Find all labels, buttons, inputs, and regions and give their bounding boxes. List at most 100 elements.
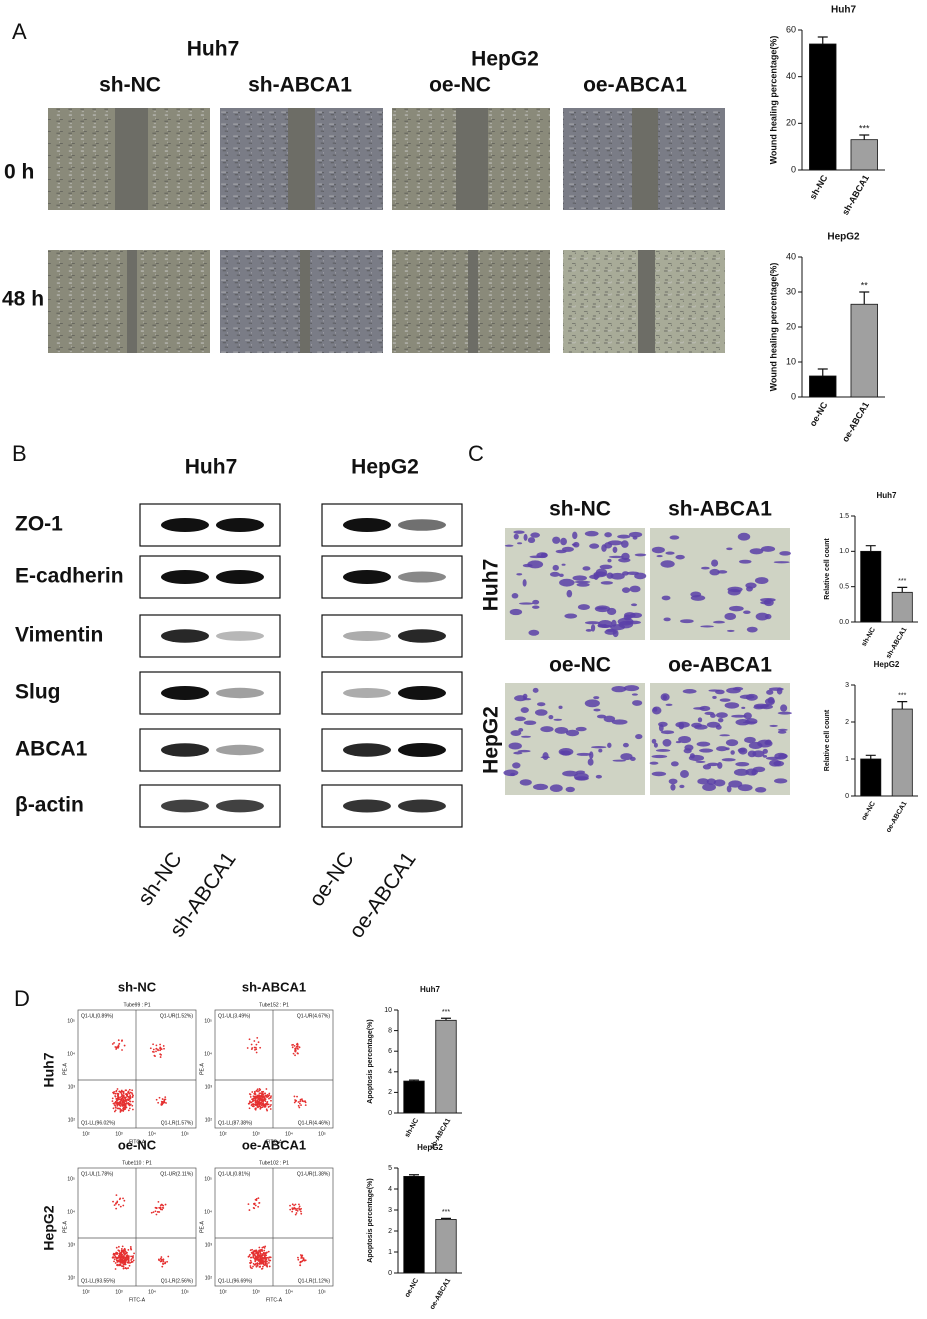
- event: [261, 1246, 264, 1249]
- bar: [435, 1019, 457, 1114]
- event: [121, 1245, 124, 1248]
- cell: [707, 762, 719, 767]
- event: [125, 1252, 128, 1254]
- band: [398, 743, 446, 757]
- event: [253, 1263, 256, 1266]
- event: [157, 1049, 159, 1052]
- cell: [765, 698, 775, 706]
- event: [129, 1091, 132, 1094]
- y-tick-label: 10⁴: [67, 1209, 75, 1215]
- event: [123, 1199, 126, 1202]
- event: [127, 1091, 129, 1094]
- event: [246, 1047, 249, 1049]
- cell: [769, 759, 782, 767]
- event: [119, 1259, 122, 1262]
- band: [161, 518, 209, 532]
- event: [270, 1095, 272, 1098]
- event: [252, 1265, 254, 1268]
- lane-label: oe-NC: [305, 848, 359, 911]
- event: [255, 1262, 257, 1265]
- event: [159, 1260, 162, 1263]
- cell: [717, 717, 724, 723]
- event: [119, 1263, 122, 1266]
- cell: [732, 589, 742, 593]
- x-tick-label: oe-NC: [404, 1277, 420, 1298]
- wound-gap: [638, 250, 655, 353]
- cell: [598, 748, 603, 753]
- event: [129, 1100, 131, 1103]
- event: [267, 1250, 270, 1253]
- event: [260, 1094, 263, 1097]
- cell: [530, 532, 540, 538]
- protein-label: Vimentin: [15, 624, 103, 647]
- x-tick-label: 10⁵: [181, 1289, 189, 1295]
- x-tick-label: oe-NC: [808, 400, 830, 428]
- event: [120, 1099, 123, 1102]
- cell: [536, 552, 548, 559]
- event: [265, 1094, 268, 1097]
- event: [256, 1100, 259, 1103]
- event: [249, 1259, 252, 1262]
- event: [268, 1097, 270, 1100]
- column-label: sh-NC: [549, 498, 611, 521]
- y-tick-label: 2: [388, 1228, 392, 1235]
- cell: [717, 570, 728, 574]
- event: [153, 1054, 156, 1057]
- y-tick-label: 0: [791, 164, 796, 174]
- event: [155, 1098, 158, 1101]
- event: [120, 1092, 123, 1095]
- y-axis-label: PE-A: [62, 1221, 68, 1233]
- cell: [778, 753, 788, 759]
- event: [292, 1052, 295, 1055]
- event: [263, 1249, 266, 1252]
- event: [118, 1102, 121, 1104]
- event: [129, 1103, 132, 1106]
- event: [265, 1254, 268, 1257]
- y-tick-label: 10²: [68, 1117, 76, 1123]
- column-label: oe-ABCA1: [583, 74, 687, 97]
- event: [249, 1096, 252, 1098]
- event: [255, 1090, 258, 1092]
- cell: [700, 566, 710, 570]
- plot-frame: [77, 1167, 197, 1287]
- event: [266, 1260, 268, 1263]
- event: [258, 1250, 261, 1253]
- event: [133, 1252, 135, 1255]
- error-bar: [409, 1079, 419, 1082]
- lane-label: sh-NC: [134, 848, 187, 910]
- cell: [511, 593, 519, 599]
- band: [398, 686, 446, 700]
- event: [120, 1251, 123, 1253]
- x-tick-label: 10³: [115, 1131, 123, 1137]
- event: [126, 1258, 129, 1261]
- x-tick-label: sh-ABCA1: [840, 173, 871, 217]
- chart-title: Huh7: [420, 985, 441, 994]
- band: [343, 570, 391, 584]
- event: [115, 1202, 117, 1205]
- error-bar: [897, 586, 908, 593]
- event: [304, 1101, 307, 1104]
- event: [121, 1097, 124, 1099]
- event: [303, 1100, 305, 1103]
- event: [301, 1254, 304, 1257]
- protein-label: Slug: [15, 681, 61, 704]
- cell: [660, 730, 675, 735]
- event: [118, 1198, 121, 1201]
- tube-label: Tube102 : P1: [259, 1160, 289, 1166]
- x-tick-label: 10³: [252, 1131, 260, 1137]
- y-tick-label: 3: [845, 682, 849, 689]
- event: [258, 1263, 261, 1265]
- cell: [679, 784, 685, 789]
- event: [269, 1256, 271, 1259]
- event: [128, 1092, 131, 1095]
- event: [299, 1264, 302, 1267]
- event: [131, 1100, 134, 1103]
- x-axis-label: FITC-A: [129, 1297, 146, 1303]
- bar: [809, 375, 837, 398]
- cell: [562, 770, 578, 777]
- cell: [680, 619, 694, 624]
- event: [130, 1259, 133, 1261]
- event: [249, 1266, 252, 1269]
- event: [261, 1090, 263, 1093]
- error-bar: [441, 1217, 451, 1220]
